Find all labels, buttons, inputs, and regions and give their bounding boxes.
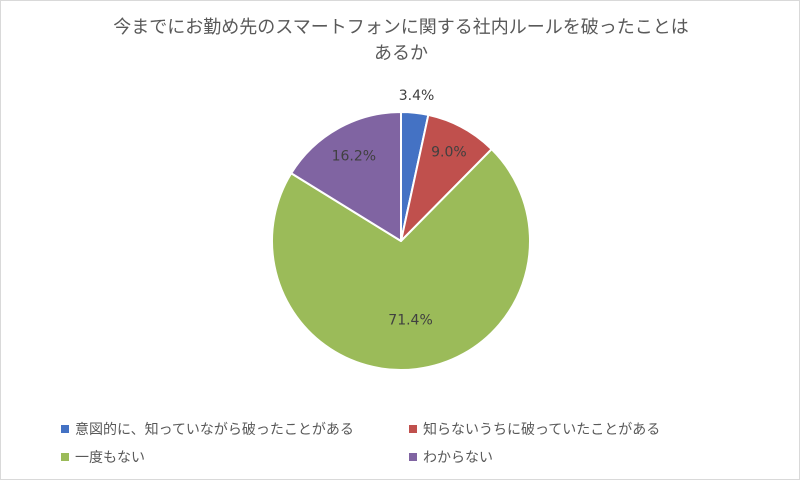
data-label-dont-know: 16.2% bbox=[332, 149, 376, 165]
legend-item-never: 一度もない bbox=[61, 447, 145, 467]
legend-item-unknowingly: 知らないうちに破っていたことがある bbox=[409, 419, 660, 439]
legend-label-never: 一度もない bbox=[75, 450, 145, 466]
legend-swatch-intentional bbox=[61, 425, 69, 433]
chart-title-line-2: あるか bbox=[374, 43, 428, 64]
legend-item-dont-know: わからない bbox=[409, 447, 493, 467]
pie-slices bbox=[271, 111, 531, 371]
legend-label-dont-know: わからない bbox=[423, 450, 493, 466]
pie-slice-dont-know bbox=[290, 111, 402, 242]
data-label-unknowingly: 9.0% bbox=[431, 145, 467, 161]
legend-swatch-unknowingly bbox=[409, 425, 417, 433]
legend-label-intentional: 意図的に、知っていながら破ったことがある bbox=[75, 422, 354, 438]
data-label-intentional: 3.4% bbox=[399, 88, 435, 104]
pie-slice-never bbox=[271, 148, 531, 371]
data-label-never: 71.4% bbox=[388, 312, 432, 328]
chart-title-line-1: 今までにお勤め先のスマートフォンに関する社内ルールを破ったことは bbox=[113, 17, 689, 38]
legend-swatch-never bbox=[61, 453, 69, 461]
pie-data-labels: 3.4% 9.0% 71.4% 16.2% bbox=[332, 88, 467, 328]
chart-title: 今までにお勤め先のスマートフォンに関する社内ルールを破ったことは あるか bbox=[41, 15, 761, 67]
legend-swatch-dont-know bbox=[409, 453, 417, 461]
legend-item-intentional: 意図的に、知っていながら破ったことがある bbox=[61, 419, 354, 439]
legend-label-unknowingly: 知らないうちに破っていたことがある bbox=[423, 422, 661, 438]
